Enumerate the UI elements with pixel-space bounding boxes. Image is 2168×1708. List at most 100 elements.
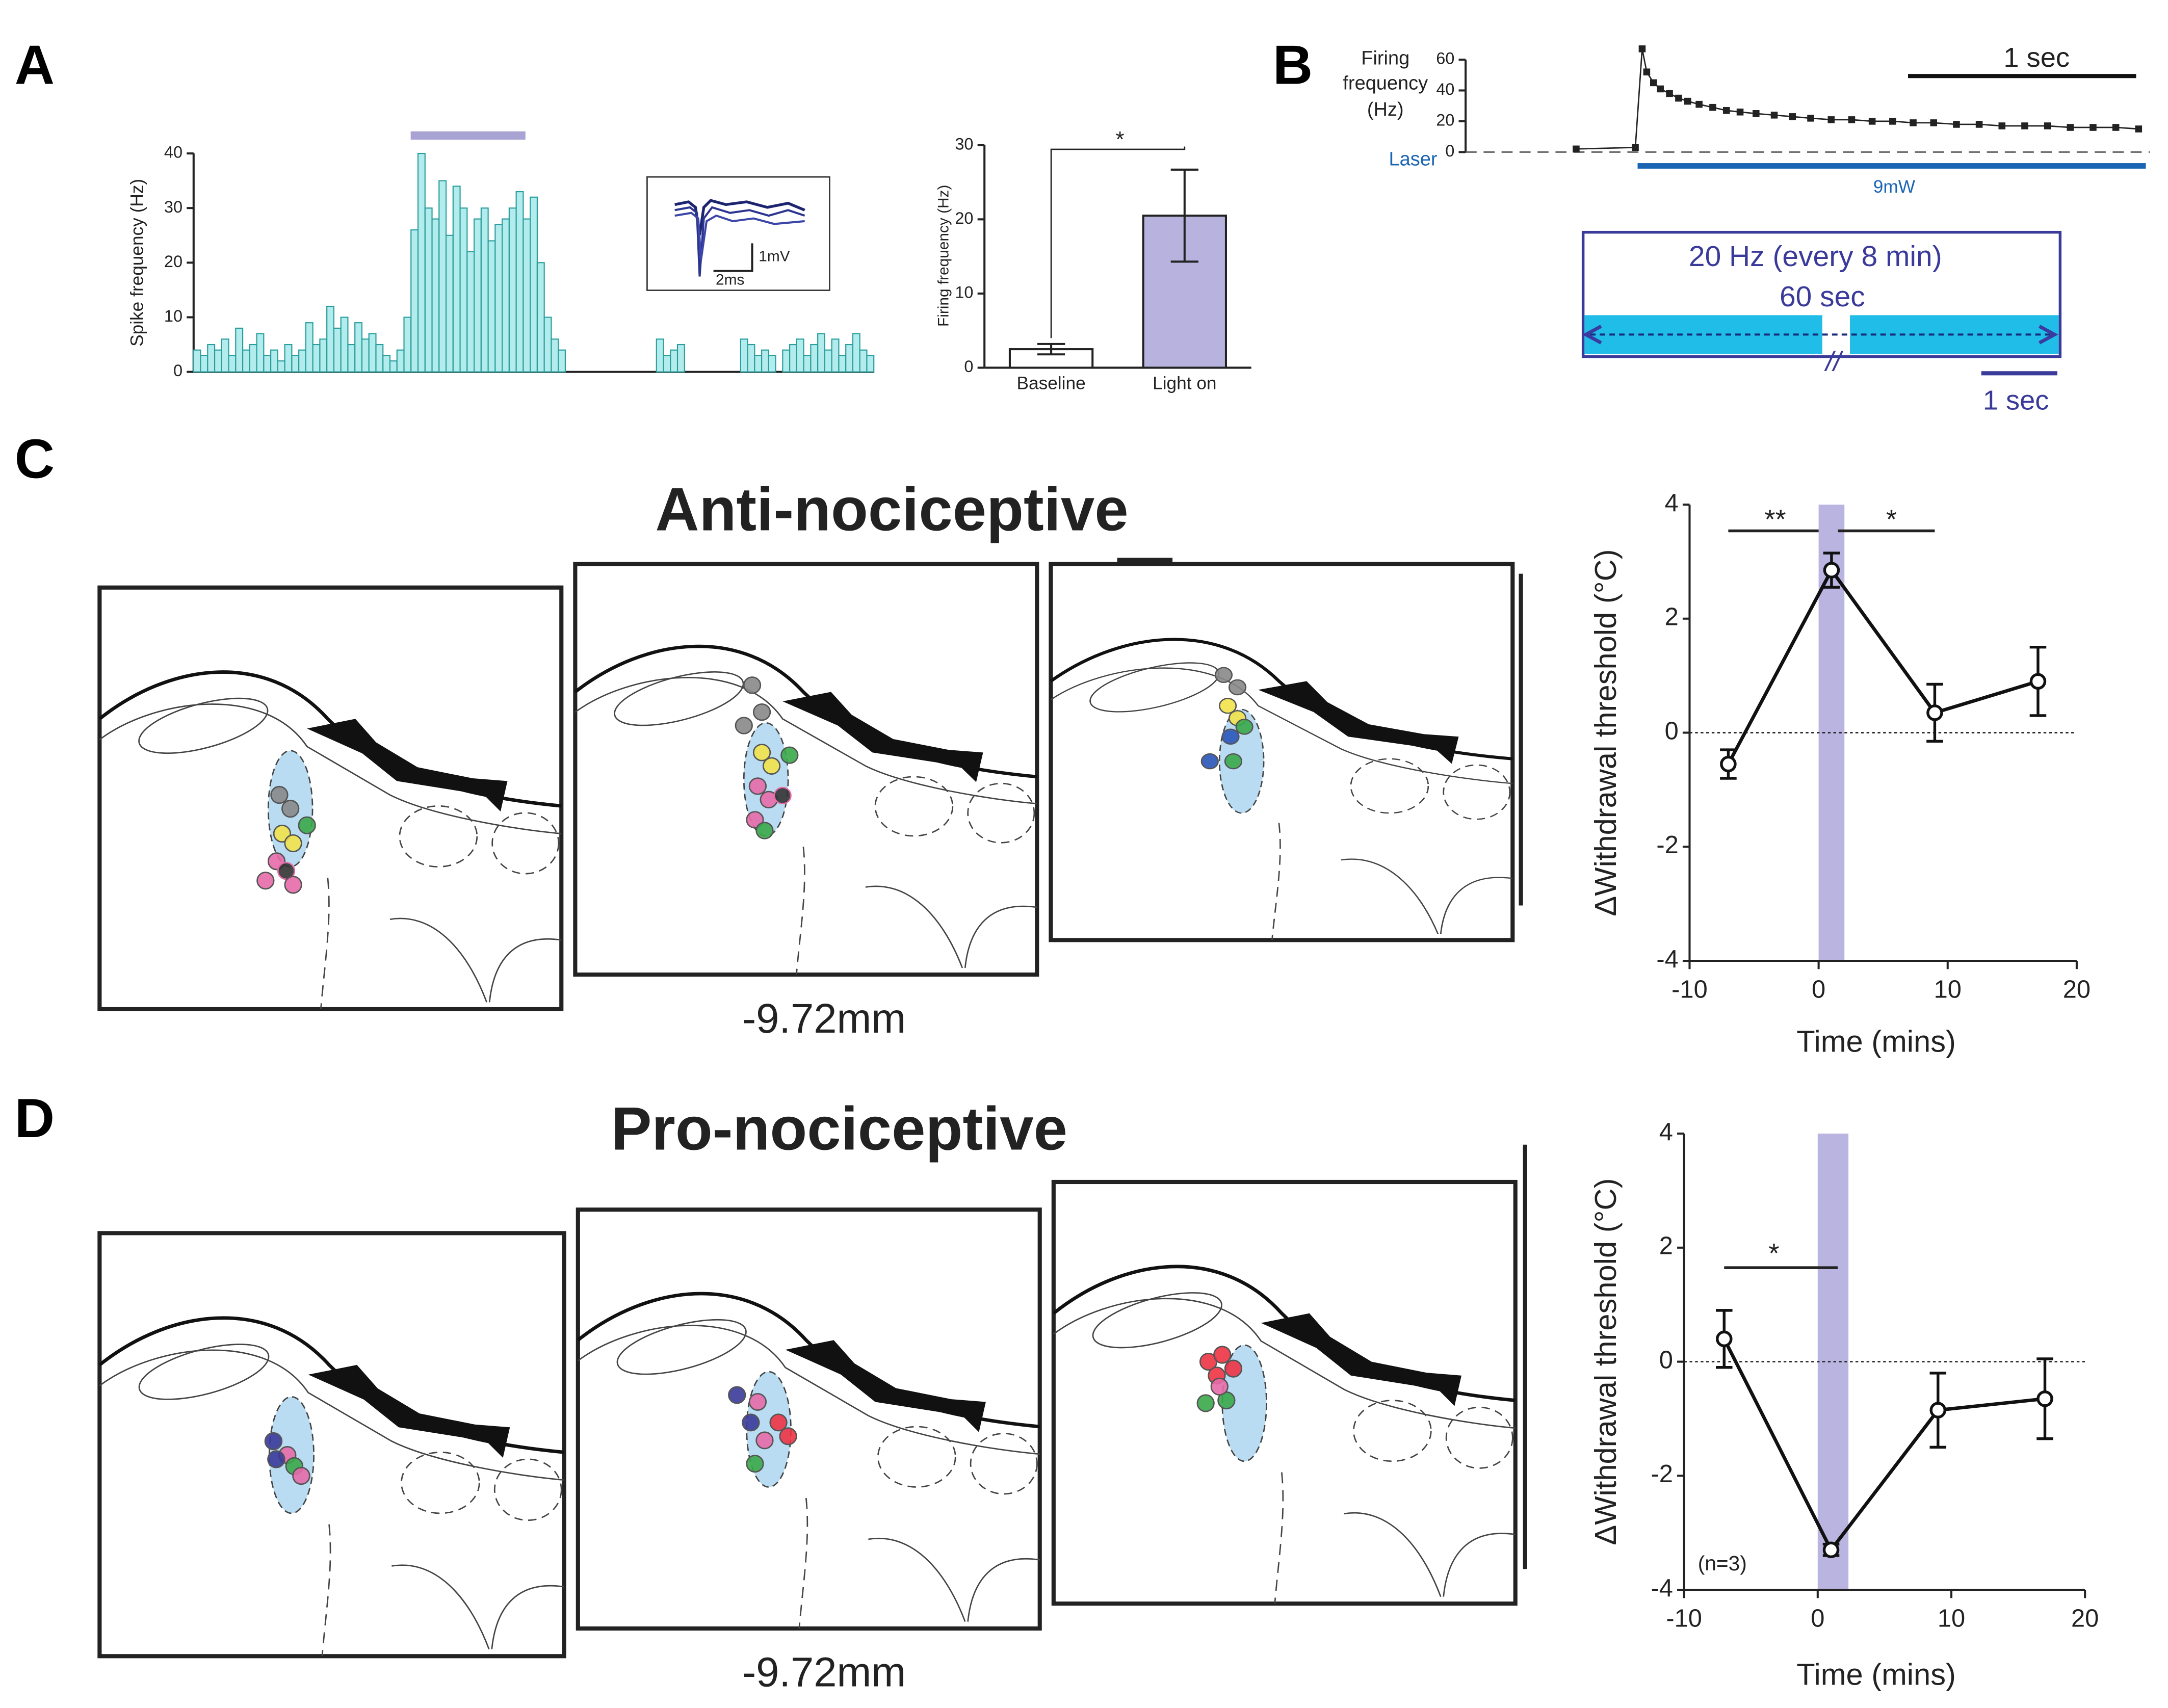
site-dot — [743, 676, 762, 694]
nucleus-outline — [967, 782, 1035, 844]
site-dot — [1228, 679, 1247, 696]
marker — [1643, 68, 1651, 75]
site-dot — [742, 1413, 760, 1432]
bar — [480, 207, 489, 373]
x-tick-label: 10 — [1934, 976, 1962, 1004]
marker — [1926, 704, 1943, 721]
bar — [228, 355, 237, 373]
nucleus-outline — [493, 1458, 562, 1521]
y-tick-label: 2 — [1659, 1232, 1673, 1260]
y-axis-label: Firing frequency (Hz) — [935, 185, 952, 327]
x-tick-label: 20 — [2071, 1605, 2099, 1633]
site-dot — [1210, 1377, 1229, 1396]
nucleus-outline — [1350, 758, 1429, 814]
bar — [494, 224, 503, 373]
annotation: 9mW — [1873, 177, 1916, 197]
marker — [1684, 97, 1691, 105]
inner-outline — [577, 1325, 1040, 1455]
bar — [452, 186, 461, 373]
arrow-head — [1582, 325, 2058, 345]
y-tick-label: 10 — [164, 307, 182, 325]
marker — [1975, 121, 1983, 128]
marker — [1930, 119, 1938, 126]
brain-schematic — [98, 1316, 565, 1657]
bar — [368, 333, 377, 373]
site-dot — [284, 876, 302, 894]
annotation: * — [1768, 1238, 1779, 1269]
bar — [810, 344, 819, 373]
marker — [1807, 115, 1814, 122]
spike-trace — [674, 199, 805, 235]
marker — [1889, 118, 1896, 125]
bar — [859, 349, 868, 373]
marker — [1638, 45, 1646, 52]
marker — [1929, 1402, 1947, 1418]
bar — [438, 180, 447, 373]
bar — [277, 360, 285, 373]
site-dot — [748, 777, 767, 795]
bar — [768, 355, 776, 373]
site-dot — [735, 717, 753, 734]
bar — [508, 207, 517, 373]
y-tick-label: 20 — [1436, 111, 1454, 129]
site-dot — [1214, 667, 1233, 684]
aqueduct — [1261, 1313, 1461, 1406]
bar — [249, 344, 257, 373]
site-dot — [1235, 719, 1253, 735]
y-tick-label: 60 — [1436, 49, 1454, 68]
y-axis-label: (Hz) — [1367, 99, 1404, 120]
x-tick-label: 20 — [2063, 976, 2091, 1004]
bar — [740, 338, 748, 373]
y-tick-label: 30 — [164, 198, 182, 216]
bar — [523, 218, 531, 373]
nucleus-outline — [877, 1426, 956, 1488]
x-tick-label: 0 — [1811, 1605, 1824, 1633]
bar — [270, 349, 278, 373]
site-dot — [755, 1431, 774, 1450]
y-tick-label: -2 — [1656, 831, 1678, 859]
marker — [1666, 90, 1673, 97]
marker — [1868, 118, 1876, 125]
stimulus-label: 20 Hz (every 8 min) — [1689, 240, 1942, 273]
section-title: Pro-nociceptive — [611, 1095, 1067, 1163]
y-axis-label: ΔWithdrawal threshold (°C) — [1588, 549, 1623, 916]
y-tick-label: -4 — [1656, 945, 1678, 973]
y-tick-label: 4 — [1665, 489, 1679, 517]
bar — [473, 218, 482, 373]
section-frame — [97, 1231, 566, 1659]
marker — [1695, 100, 1703, 108]
site-dot — [267, 1450, 285, 1468]
marker — [1753, 110, 1760, 117]
bar — [558, 349, 566, 373]
marker — [1789, 113, 1796, 120]
site-dot — [752, 744, 771, 761]
marker — [2021, 122, 2028, 129]
y-axis-label: frequency — [1343, 72, 1428, 94]
x-axis-label: Time (mins) — [1796, 1024, 1956, 1059]
bar — [291, 355, 300, 373]
inner-outline — [1053, 1298, 1516, 1429]
aqueduct — [307, 719, 508, 812]
x-tick-label: 0 — [1812, 976, 1825, 1004]
y-tick-label: 40 — [164, 143, 182, 162]
inner-outline — [1050, 667, 1513, 784]
y-tick-label: -4 — [1651, 1574, 1673, 1602]
site-dot — [281, 800, 300, 818]
bar — [347, 344, 356, 373]
marker — [1953, 121, 1960, 128]
bar — [256, 333, 265, 373]
marker — [1822, 1541, 1840, 1559]
stimulus-duration: 60 sec — [1780, 280, 1865, 313]
bar — [761, 349, 769, 373]
site-dot — [1213, 1346, 1232, 1364]
bar — [424, 207, 433, 373]
bar — [845, 344, 854, 373]
bar — [782, 349, 791, 373]
nucleus-outline — [1443, 764, 1511, 820]
bar — [831, 338, 840, 373]
bar — [200, 355, 208, 373]
annotation: * — [1886, 504, 1897, 535]
bar — [663, 355, 671, 373]
